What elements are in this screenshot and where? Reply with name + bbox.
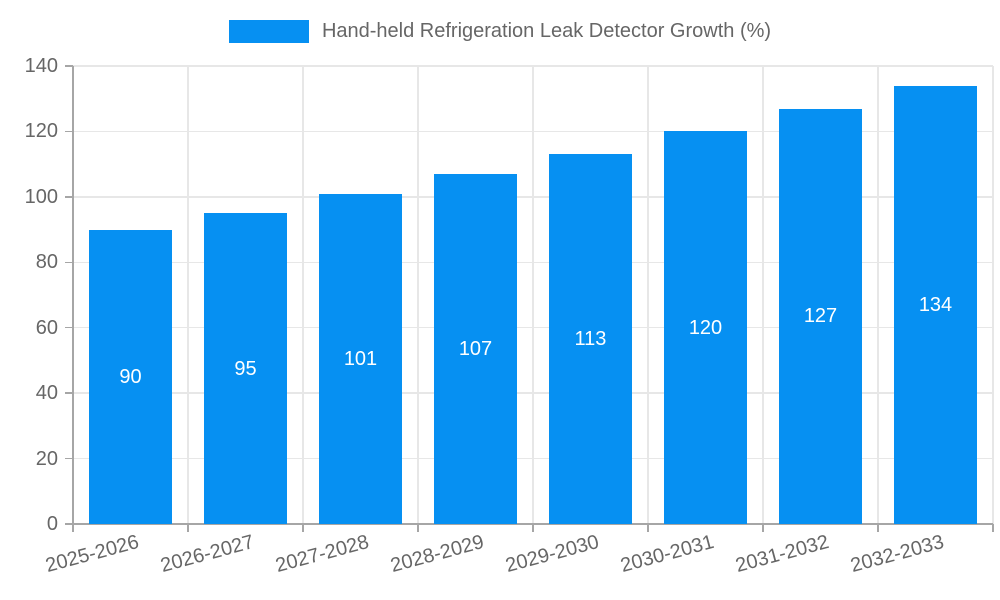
- x-tick-label: 2026-2027: [158, 531, 257, 578]
- x-tick-mark: [762, 524, 764, 532]
- x-tick-mark: [302, 524, 304, 532]
- bar-value-label: 95: [234, 357, 257, 380]
- bar-value-label: 90: [119, 365, 142, 388]
- x-axis-line: [65, 523, 993, 525]
- gridline-vertical: [187, 66, 189, 524]
- bar-value-label: 127: [803, 305, 838, 328]
- y-tick-label: 120: [24, 120, 58, 143]
- bar-value-label: 113: [574, 328, 607, 351]
- legend-swatch: [228, 20, 309, 43]
- bar[interactable]: [434, 173, 517, 524]
- bar-value-label: 134: [918, 293, 953, 316]
- gridline-vertical: [417, 66, 419, 524]
- bar[interactable]: [549, 154, 632, 524]
- x-tick-label: 2028-2029: [388, 531, 487, 578]
- y-tick-label: 0: [46, 513, 58, 535]
- x-tick-mark: [877, 524, 879, 532]
- x-tick-mark: [992, 524, 994, 532]
- bar-value-label: 107: [458, 337, 493, 360]
- gridline-vertical: [532, 66, 534, 524]
- bar[interactable]: [664, 131, 747, 524]
- y-tick-mark: [65, 457, 73, 460]
- y-tick-label: 100: [24, 185, 58, 208]
- bar[interactable]: [894, 85, 977, 524]
- y-tick-mark: [65, 392, 73, 394]
- y-tick-mark: [65, 326, 73, 329]
- x-tick-label: 2027-2028: [273, 531, 372, 578]
- bar-value-label: 120: [688, 316, 723, 339]
- bar[interactable]: [319, 193, 402, 524]
- x-tick-mark: [647, 524, 649, 532]
- legend-label: Hand-held Refrigeration Leak Detector Gr…: [321, 20, 772, 42]
- gridline-vertical: [302, 66, 304, 524]
- x-tick-label: 2029-2030: [503, 531, 602, 578]
- bar[interactable]: [89, 229, 172, 524]
- x-tick-mark: [187, 524, 189, 532]
- chart-legend[interactable]: Hand-held Refrigeration Leak Detector Gr…: [0, 20, 1000, 43]
- bar[interactable]: [779, 108, 862, 524]
- bar-value-label: 101: [343, 347, 378, 370]
- y-tick-label: 140: [24, 55, 58, 77]
- y-tick-label: 60: [35, 316, 58, 339]
- x-tick-mark: [532, 524, 534, 532]
- x-tick-mark: [417, 524, 419, 532]
- y-tick-mark: [65, 65, 73, 67]
- y-tick-mark: [65, 196, 73, 198]
- x-tick-label: 2030-2031: [618, 531, 717, 578]
- bar[interactable]: [204, 213, 287, 524]
- y-tick-label: 80: [35, 251, 58, 274]
- gridline-vertical: [762, 66, 764, 524]
- y-tick-mark: [65, 130, 73, 133]
- y-tick-label: 20: [35, 447, 58, 470]
- gridline-vertical: [647, 66, 649, 524]
- gridline-vertical: [992, 66, 994, 524]
- y-axis-line: [72, 66, 74, 532]
- gridline-vertical: [877, 66, 879, 524]
- y-tick-mark: [65, 261, 73, 264]
- y-tick-label: 40: [35, 382, 58, 405]
- x-tick-label: 2025-2026: [43, 531, 142, 578]
- x-tick-label: 2031-2032: [733, 531, 832, 578]
- x-tick-label: 2032-2033: [848, 531, 947, 578]
